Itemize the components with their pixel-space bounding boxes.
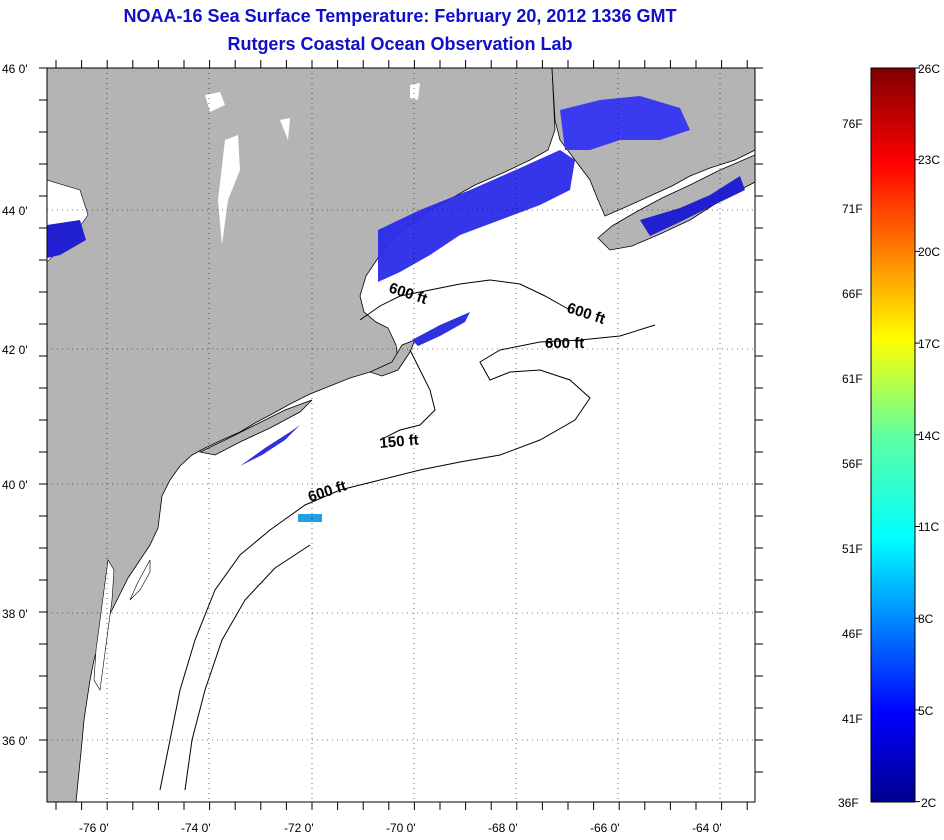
colorbar-fahrenheit-label: 71F	[842, 202, 863, 216]
colorbar-celsius-label: 5C	[918, 704, 934, 718]
chesapeake-bay	[93, 559, 115, 691]
lon-label: -76 0'	[79, 821, 109, 835]
colorbar-celsius-label: 2C	[921, 796, 937, 810]
map-title: NOAA-16 Sea Surface Temperature: Februar…	[123, 6, 677, 26]
plot-frame	[46, 67, 756, 803]
colorbar-fahrenheit-label: 41F	[842, 712, 863, 726]
long-island	[198, 399, 313, 456]
lon-label: -66 0'	[590, 821, 620, 835]
lon-label: -72 0'	[284, 821, 314, 835]
map-plot-area	[47, 68, 755, 802]
bathymetry-contours	[159, 279, 656, 791]
colorbar-fahrenheit-label: 56F	[842, 457, 863, 471]
temperature-colorbar: 26C 23C 20C 17C 14C 11C 8C 5C 2C 76F 71F…	[838, 62, 940, 810]
cape-cod	[368, 339, 416, 377]
lat-label: 44 0'	[2, 204, 28, 218]
colorbar-celsius-label: 14C	[918, 429, 940, 443]
colorbar-celsius-label: 26C	[918, 62, 940, 76]
contour-label: 600 ft	[545, 335, 584, 352]
graticule	[47, 68, 755, 802]
colorbar-celsius-label: 11C	[918, 520, 939, 534]
inland-lake	[205, 92, 225, 112]
colorbar-celsius-label: 23C	[918, 153, 940, 167]
colorbar-fahrenheit-label: 46F	[842, 627, 863, 641]
colorbar-fahrenheit-label: 66F	[842, 287, 863, 301]
colorbar-fahrenheit-label: 76F	[842, 117, 863, 131]
colorbar-fahrenheit-label: 51F	[842, 542, 863, 556]
colorbar-celsius-label: 8C	[918, 612, 934, 626]
lon-label: -74 0'	[181, 821, 211, 835]
axis-ticks	[39, 60, 763, 810]
inland-lake	[410, 83, 420, 100]
contour-label: 150 ft	[379, 432, 420, 452]
lat-label: 36 0'	[2, 734, 28, 748]
lat-label: 42 0'	[2, 343, 28, 357]
lat-label: 40 0'	[2, 478, 28, 492]
lon-label: -64 0'	[692, 821, 722, 835]
delaware-bay	[129, 559, 151, 601]
sst-cold-patches	[47, 96, 745, 522]
inland-lake	[280, 118, 290, 140]
colorbar-celsius-label: 20C	[918, 245, 940, 259]
lon-label: -68 0'	[488, 821, 518, 835]
colorbar-fahrenheit-label: 36F	[838, 796, 859, 810]
colorbar-fahrenheit-label: 61F	[842, 372, 863, 386]
lon-label: -70 0'	[386, 821, 416, 835]
inland-lake	[218, 135, 240, 245]
colorbar-gradient	[870, 67, 916, 803]
lat-label: 46 0'	[2, 62, 28, 76]
map-subtitle: Rutgers Coastal Ocean Observation Lab	[227, 34, 573, 54]
latitude-labels: 46 0' 44 0' 42 0' 40 0' 38 0' 36 0'	[2, 62, 28, 748]
lat-label: 38 0'	[2, 607, 28, 621]
longitude-labels: -76 0' -74 0' -72 0' -70 0' -68 0' -66 0…	[79, 821, 722, 835]
colorbar-celsius-label: 17C	[918, 337, 940, 351]
